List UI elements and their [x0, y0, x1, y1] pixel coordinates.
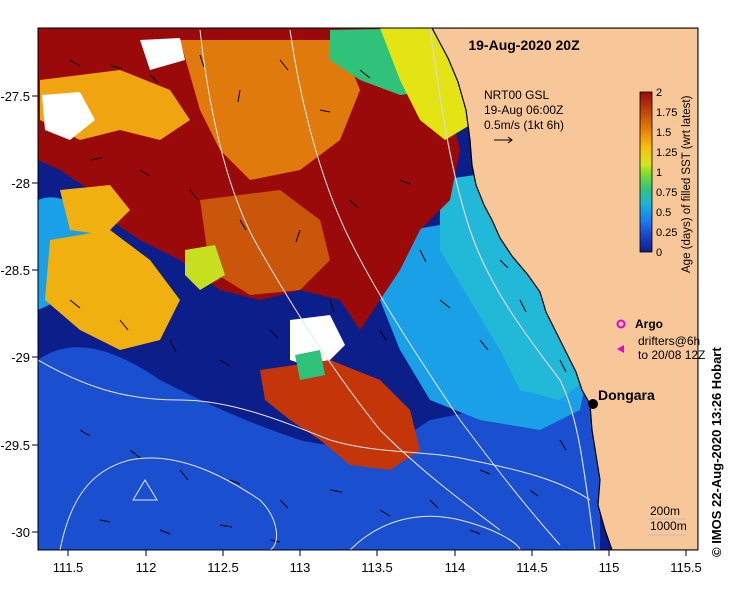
lat-tick-label: -28 [11, 176, 30, 191]
axis-ticks [32, 95, 687, 556]
drifter-icon [617, 345, 624, 353]
current-vectors [69, 54, 567, 543]
colorbar-tick: 1.25 [656, 147, 677, 159]
lat-tick-label: -29.5 [0, 438, 30, 453]
colorbar-title: Age (days) of filled SST (wrt latest) [681, 95, 693, 273]
colorbar-tick: 2 [656, 87, 662, 99]
lon-tick-label: 113.5 [361, 560, 393, 575]
ocean-yellowgreen-patch [185, 245, 225, 290]
colorbar-tick: 0.5 [656, 207, 671, 219]
depth-legend: 200m 1000m [648, 504, 687, 536]
lon-tick-label: 112 [136, 560, 157, 575]
ocean-cyan-region [440, 175, 585, 400]
scale-arrow-icon [494, 136, 513, 144]
ocean-green-patch [295, 350, 325, 380]
current-info-source: NRT00 GSL [484, 88, 549, 102]
depth-label-1000m: 1000m [650, 519, 687, 533]
drifters-label: drifters@6h [638, 334, 700, 348]
argo-label: Argo [635, 317, 663, 331]
lon-tick-label: 111.5 [53, 560, 84, 575]
map-title: 19-Aug-2020 20Z [468, 37, 580, 53]
lon-tick-label: 115.5 [670, 560, 702, 575]
colorbar-tick: 0.25 [656, 227, 677, 239]
lat-tick-label: -29 [11, 350, 30, 365]
lat-tick-label: -27.5 [0, 89, 30, 104]
isobath-200m [429, 28, 596, 550]
argo-icon [616, 319, 626, 329]
current-info-time: 19-Aug 06:00Z [484, 103, 563, 117]
lat-tick-label: -28.5 [0, 263, 30, 278]
ocean-mixed-patch [260, 360, 420, 470]
lat-tick-label: -30 [11, 525, 30, 540]
lon-tick-label: 113 [290, 560, 311, 575]
lon-tick-label: 115 [599, 560, 620, 575]
plot-frame [37, 27, 699, 551]
argo-legend: Argo drifters@6h to 20/08 12Z [616, 317, 705, 362]
colorbar-tick: 0 [656, 247, 662, 259]
cloud-gap-west [42, 92, 95, 140]
ocean-amber-region-3 [60, 185, 130, 235]
lon-tick-label: 114 [445, 560, 466, 575]
colorbar [639, 91, 653, 253]
lon-tick-label: 112.5 [207, 560, 239, 575]
longitude-labels: 111.5 112 112.5 113 113.5 114 114.5 115 … [53, 560, 702, 575]
dongara-label: Dongara [598, 387, 655, 403]
land-mainland [431, 28, 698, 550]
bathymetry-contours [38, 29, 591, 550]
imos-credit: © IMOS 22-Aug-2020 13:26 Hobart [709, 347, 724, 557]
dongara-marker [588, 399, 598, 409]
ocean-orange-region-2 [200, 190, 330, 295]
drifters-time-label: to 20/08 12Z [638, 348, 705, 362]
depth-label-200m: 200m [650, 504, 680, 518]
ocean-orange-region [180, 40, 360, 180]
current-info-scale: 0.5m/s (1kt 6h) [484, 118, 564, 132]
colorbar-tick: 1 [656, 167, 662, 179]
colorbar-tick: 0.75 [656, 187, 677, 199]
colorbar-ticks: 2 1.75 1.5 1.25 1 0.75 0.5 0.25 0 [656, 87, 677, 259]
colorbar-tick: 1.5 [656, 127, 671, 139]
latitude-labels: -27.5 -28 -28.5 -29 -29.5 -30 [0, 89, 30, 540]
map-plot-area [38, 28, 698, 550]
cloud-gap-north [140, 38, 185, 70]
lon-tick-label: 114.5 [516, 560, 548, 575]
ocean-amber-region-2 [45, 230, 180, 350]
current-info: NRT00 GSL 19-Aug 06:00Z 0.5m/s (1kt 6h) [484, 88, 564, 132]
colorbar-tick: 1.75 [656, 107, 677, 119]
